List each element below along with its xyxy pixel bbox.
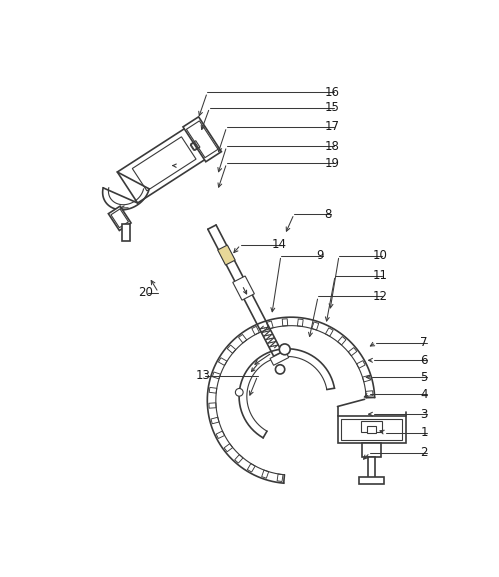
- Circle shape: [279, 344, 290, 355]
- Bar: [341, 419, 402, 440]
- Text: 9: 9: [316, 249, 324, 262]
- Text: 16: 16: [324, 86, 339, 99]
- Polygon shape: [235, 455, 243, 463]
- Text: 7: 7: [421, 336, 428, 349]
- Text: 8: 8: [324, 208, 332, 220]
- Polygon shape: [211, 417, 219, 424]
- Bar: [367, 426, 376, 433]
- Polygon shape: [218, 245, 235, 265]
- Polygon shape: [216, 431, 225, 439]
- Polygon shape: [325, 328, 333, 336]
- Polygon shape: [122, 224, 130, 241]
- Polygon shape: [224, 444, 233, 452]
- Text: 11: 11: [372, 269, 387, 282]
- Polygon shape: [270, 351, 289, 365]
- Polygon shape: [266, 321, 273, 329]
- Polygon shape: [117, 128, 206, 203]
- Bar: [368, 456, 375, 478]
- Polygon shape: [312, 322, 319, 330]
- Bar: [361, 421, 382, 432]
- Polygon shape: [357, 361, 365, 368]
- Polygon shape: [248, 463, 255, 472]
- Bar: [337, 416, 406, 443]
- Circle shape: [275, 365, 285, 374]
- Circle shape: [236, 388, 243, 396]
- Text: 17: 17: [324, 121, 339, 133]
- Polygon shape: [233, 276, 254, 300]
- Text: 20: 20: [138, 286, 153, 299]
- Polygon shape: [362, 375, 371, 382]
- Text: 4: 4: [421, 388, 428, 400]
- Text: 1: 1: [421, 426, 428, 439]
- Text: 15: 15: [324, 101, 339, 114]
- Text: 18: 18: [324, 140, 339, 153]
- Polygon shape: [338, 336, 346, 345]
- Polygon shape: [219, 358, 227, 365]
- Text: 14: 14: [271, 238, 286, 252]
- Polygon shape: [183, 117, 222, 162]
- Text: 2: 2: [421, 446, 428, 459]
- Text: 19: 19: [324, 157, 339, 170]
- Text: 12: 12: [372, 290, 387, 303]
- Polygon shape: [228, 345, 236, 353]
- Polygon shape: [209, 403, 216, 408]
- Polygon shape: [252, 327, 259, 335]
- Polygon shape: [209, 387, 217, 393]
- Bar: [362, 443, 381, 456]
- Text: 6: 6: [421, 354, 428, 367]
- Polygon shape: [282, 319, 288, 326]
- Text: 13: 13: [196, 369, 211, 382]
- Text: 5: 5: [421, 371, 428, 384]
- Text: 10: 10: [372, 249, 387, 262]
- Polygon shape: [297, 319, 303, 327]
- Bar: [359, 477, 384, 484]
- Text: 3: 3: [421, 408, 428, 421]
- Polygon shape: [348, 347, 357, 356]
- Polygon shape: [108, 206, 131, 230]
- Polygon shape: [239, 335, 247, 343]
- Polygon shape: [213, 372, 221, 379]
- Polygon shape: [277, 474, 283, 482]
- Polygon shape: [261, 470, 268, 478]
- Polygon shape: [366, 391, 373, 396]
